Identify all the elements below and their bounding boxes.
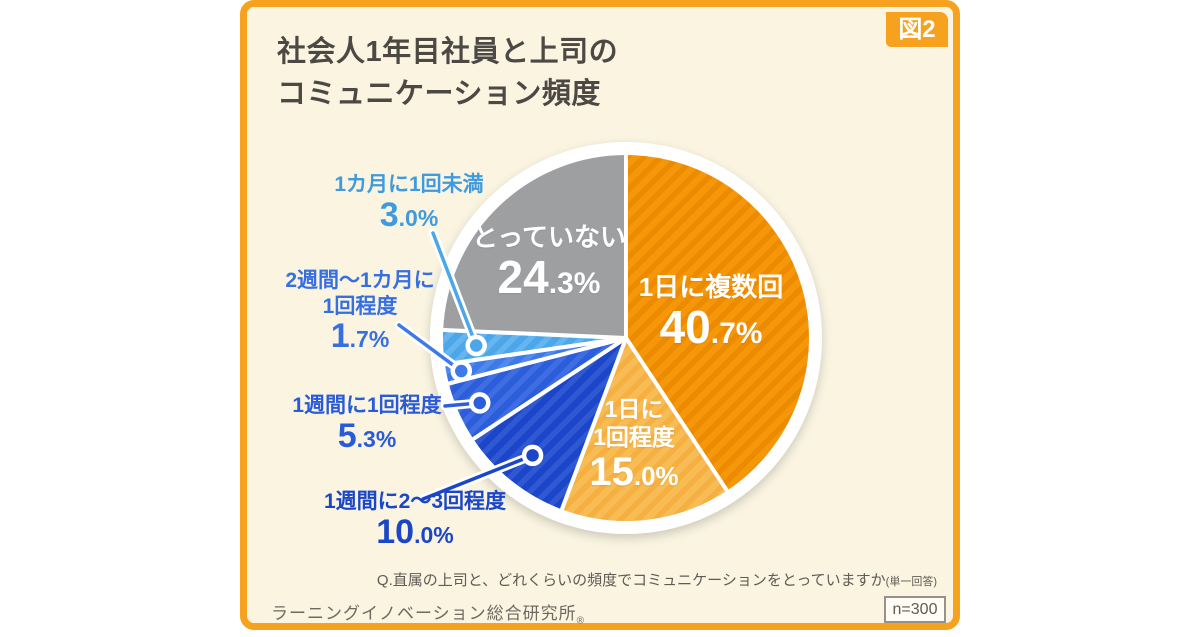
slice-name: とっていない: [472, 222, 626, 252]
leader-line: [431, 231, 478, 348]
slice-value: 10.0%: [376, 512, 454, 551]
leader-dot: [469, 392, 491, 414]
registered-trademark-mark: ®: [576, 615, 586, 627]
source-organization: ラーニングイノベーション総合研究所®: [271, 604, 586, 627]
survey-question: Q.直属の上司と、どれくらいの頻度でコミュニケーションをとっていますか(単一回答…: [376, 572, 937, 589]
slice-label-once-a-day: 1日に 1回程度 15.0%: [589, 396, 678, 493]
pie-slice-6: [439, 151, 628, 340]
slice-label-once-a-week: 1週間に1回程度 5.3%: [292, 393, 441, 454]
slice-value: 5.3%: [337, 416, 397, 455]
leader-dot: [450, 360, 473, 382]
leader-dot: [465, 334, 487, 357]
leader-line: [421, 453, 535, 501]
slice-value: 24.3%: [497, 250, 601, 303]
leader-dot: [521, 444, 544, 467]
slice-name: 1日に複数回: [638, 272, 784, 302]
slice-value: 1.7%: [330, 317, 390, 356]
chart-title-line1: 社会人1年目社員と上司の: [277, 36, 619, 68]
chart-title: 社会人1年目社員と上司の コミュニケーション頻度: [277, 31, 618, 115]
slice-label-less-than-once-a-month: 1カ月に1回未満 3.0%: [334, 172, 483, 233]
pie-chart: [394, 142, 822, 534]
slice-name: 1日に 1回程度: [593, 396, 675, 450]
slice-name: 1週間に2〜3回程度: [323, 490, 507, 513]
chart-title-line2: コミュニケーション頻度: [277, 78, 601, 111]
pie-slice-1: [559, 336, 731, 525]
slice-label-multiple-times-a-day: 1日に複数回 40.7%: [638, 272, 784, 353]
slice-label-none: とっていない 24.3%: [472, 222, 626, 303]
question-answer-type-note: (単一回答): [885, 576, 937, 588]
leader-line: [397, 323, 464, 373]
infographic-card: 図2 社会人1年目社員と上司の コミュニケーション頻度 1日に複数回 40.7%…: [240, 0, 960, 630]
slice-name: 1カ月に1回未満: [334, 173, 484, 196]
slice-value: 40.7%: [659, 300, 763, 353]
slice-name: 2週間〜1カ月に 1回程度: [285, 269, 435, 318]
slice-label-2-3-times-a-week: 1週間に2〜3回程度 10.0%: [324, 489, 506, 550]
slice-value: 3.0%: [379, 195, 439, 234]
sample-size-box: n=300: [884, 596, 946, 623]
figure-number-badge: 図2: [886, 12, 948, 47]
slice-value: 15.0%: [589, 450, 679, 495]
slice-name: 1週間に1回程度: [292, 394, 442, 417]
slice-label-once-per-2weeks-to-month: 2週間〜1カ月に 1回程度 1.7%: [285, 268, 434, 355]
